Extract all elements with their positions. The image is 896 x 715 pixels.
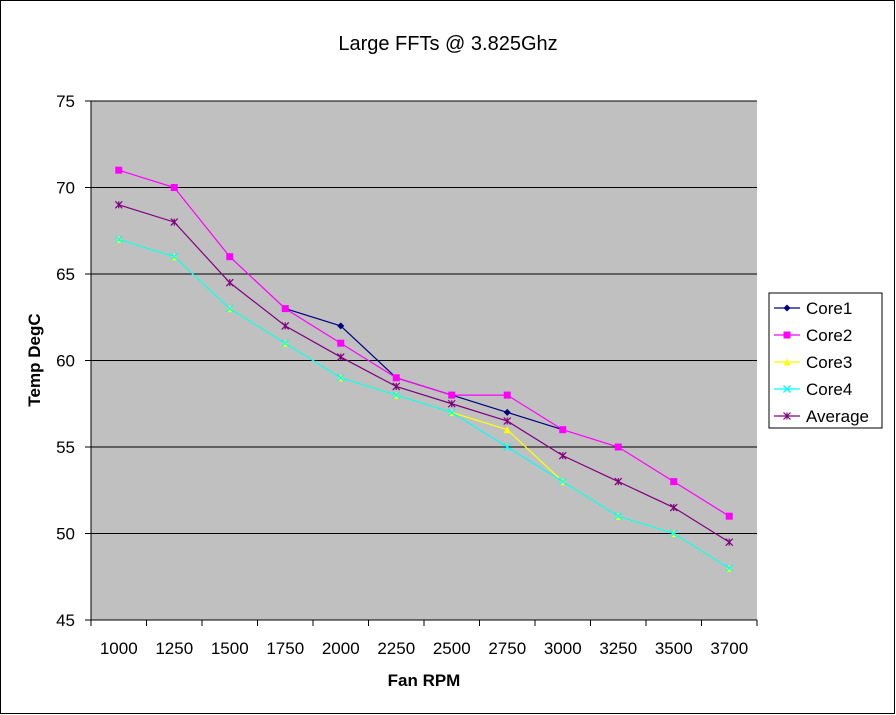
x-tick-label: 1750	[266, 639, 304, 658]
data-point-core1	[503, 408, 511, 416]
data-point-average	[225, 278, 234, 287]
data-point-core4	[170, 252, 179, 261]
data-point-core2	[115, 166, 123, 174]
x-axis-title: Fan RPM	[388, 671, 461, 690]
data-point-average	[669, 503, 678, 512]
y-tick-label: 55	[56, 438, 75, 457]
series-line-core4	[118, 238, 730, 569]
data-point-average	[336, 353, 345, 361]
data-point-core4	[225, 304, 234, 313]
data-point-core2	[170, 184, 178, 191]
x-tick-label: 2000	[322, 639, 360, 658]
x-tick-label: 1000	[100, 639, 138, 658]
data-point-core4	[336, 373, 345, 382]
data-point-core2	[226, 253, 234, 261]
data-point-core4	[392, 391, 401, 400]
data-point-core4	[725, 564, 734, 573]
x-tick-label: 1500	[211, 639, 249, 658]
legend-label-core4: Core4	[806, 380, 852, 399]
y-tick-label: 50	[56, 525, 75, 544]
data-point-core2	[614, 443, 622, 451]
data-point-core4	[614, 512, 623, 521]
y-tick-label: 60	[56, 352, 75, 371]
data-point-core2	[392, 374, 400, 382]
data-point-average	[447, 399, 456, 408]
series-line-average	[118, 204, 730, 543]
data-point-core2	[670, 478, 678, 486]
x-tick-label: 3250	[599, 639, 637, 658]
data-point-average	[725, 538, 734, 547]
data-point-core3	[503, 426, 511, 434]
legend-label-core1: Core1	[806, 299, 852, 318]
data-point-average	[170, 218, 179, 227]
data-point-core4	[281, 339, 290, 348]
legend-marker-core1	[783, 304, 791, 312]
legend: Core1 Core2 Core3 Core4 Average	[768, 292, 883, 429]
data-point-core4	[669, 529, 678, 538]
data-point-core4	[114, 235, 123, 244]
data-point-core2	[281, 305, 289, 313]
data-point-core2	[725, 512, 733, 520]
legend-marker-core3	[783, 358, 791, 366]
x-tick-label: 3500	[655, 639, 693, 658]
data-point-average	[281, 321, 290, 330]
x-tick-label: 2500	[433, 639, 471, 658]
legend-marker-core4	[783, 385, 791, 393]
y-tick-label: 75	[56, 92, 75, 111]
legend-label-average: Average	[806, 407, 869, 426]
data-point-core2	[448, 391, 456, 399]
x-tick-label: 2250	[377, 639, 415, 658]
data-point-core2	[559, 426, 567, 434]
legend-marker-average	[783, 412, 791, 420]
data-point-core4	[558, 477, 567, 486]
legend-label-core2: Core2	[806, 326, 852, 345]
y-tick-label: 65	[56, 265, 75, 284]
x-tick-label: 2750	[488, 639, 526, 658]
series-line-core2	[118, 169, 730, 517]
data-point-core4	[447, 408, 456, 417]
data-point-core1	[337, 322, 345, 330]
x-tick-label: 1250	[155, 639, 193, 658]
x-tick-label: 3000	[544, 639, 582, 658]
data-point-core2	[337, 339, 345, 347]
chart-title: Large FFTs @ 3.825Ghz	[338, 33, 557, 55]
y-axis-title: Temp DegC	[25, 313, 44, 406]
y-tick-label: 45	[56, 611, 75, 630]
legend-marker-core2	[783, 331, 791, 339]
data-point-core4	[503, 443, 512, 451]
legend-label-core3: Core3	[806, 353, 852, 372]
data-point-core2	[503, 391, 511, 399]
data-point-average	[614, 477, 623, 486]
data-point-average	[558, 451, 567, 460]
y-tick-label: 70	[56, 179, 75, 198]
data-point-average	[392, 382, 401, 391]
x-tick-label: 3700	[710, 639, 748, 658]
data-point-average	[114, 200, 123, 209]
data-point-average	[503, 417, 512, 425]
